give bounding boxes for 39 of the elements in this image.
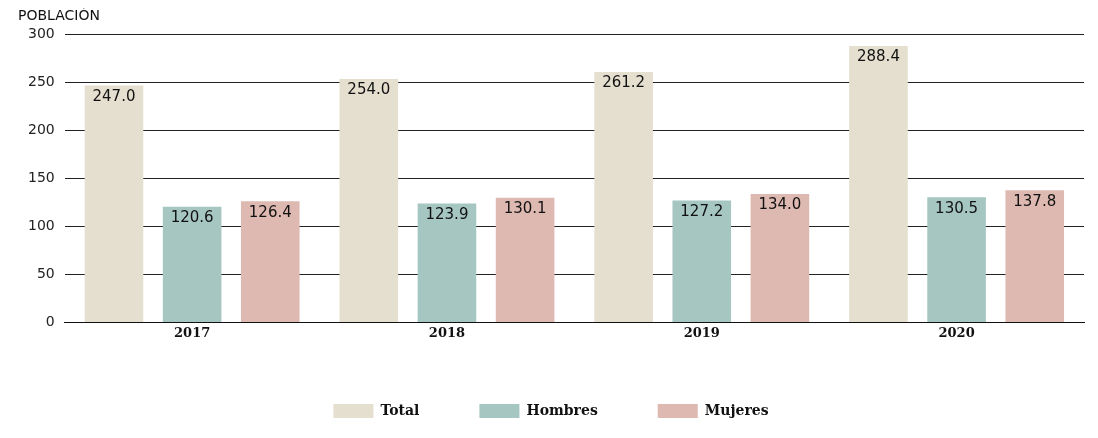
y-tick-label: 0 xyxy=(45,313,55,330)
bar xyxy=(162,206,222,322)
bar xyxy=(84,85,144,322)
y-tick-label: 150 xyxy=(27,169,55,186)
bar xyxy=(1005,190,1065,322)
y-tick-label: 250 xyxy=(27,73,55,90)
data-label: 134.0 xyxy=(758,195,802,214)
y-tick-label: 50 xyxy=(36,265,55,282)
bar xyxy=(594,72,653,322)
bar xyxy=(495,197,555,322)
data-label: 254.0 xyxy=(347,80,391,99)
bar xyxy=(672,200,732,322)
data-label: 120.6 xyxy=(170,208,214,227)
data-label: 123.9 xyxy=(425,205,469,224)
bar xyxy=(240,201,300,322)
legend-label: Mujeres xyxy=(704,401,769,418)
data-label: 288.4 xyxy=(856,47,900,66)
y-tick-label: 300 xyxy=(27,25,55,42)
bar xyxy=(417,203,477,322)
bar xyxy=(927,197,986,322)
y-tick-label: 100 xyxy=(27,217,55,234)
y-tick-label: 200 xyxy=(27,121,55,138)
x-tick-label: 2020 xyxy=(938,324,975,340)
x-tick-label: 2018 xyxy=(428,324,466,340)
legend-label: Total xyxy=(380,401,420,418)
data-label: 137.8 xyxy=(1013,191,1057,210)
data-label: 130.1 xyxy=(503,199,547,218)
bar xyxy=(849,45,908,322)
x-tick-label: 2017 xyxy=(174,324,211,340)
bar xyxy=(750,193,810,322)
data-label: 126.4 xyxy=(248,202,292,221)
x-tick-label: 2019 xyxy=(683,324,720,340)
data-label: 130.5 xyxy=(935,198,979,217)
data-label: 247.0 xyxy=(92,87,136,105)
data-label: 261.2 xyxy=(602,73,646,92)
bar xyxy=(339,78,399,322)
data-label: 127.2 xyxy=(680,201,724,220)
y-axis-title: POBLACIÓN xyxy=(18,6,100,24)
legend-label: Hombres xyxy=(526,401,598,418)
